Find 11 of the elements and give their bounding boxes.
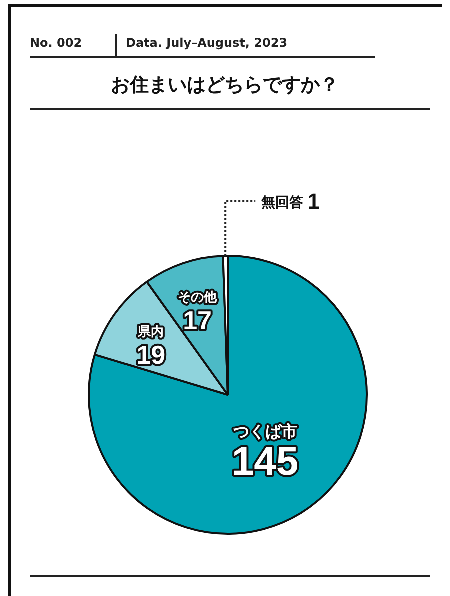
data-label: 19: [136, 340, 166, 370]
text: No. 002: [30, 36, 82, 50]
text: Data. July–August, 2023: [126, 36, 288, 50]
slice-label: その他: [178, 290, 218, 306]
chart-title: お住まいはどちらですか？: [110, 73, 340, 98]
slice-label: つくば市: [232, 422, 298, 442]
slice-label: 無回答: [260, 195, 304, 212]
data-label: 1: [308, 189, 320, 214]
slice-label: 県内: [137, 324, 164, 340]
data-label: 17: [183, 306, 212, 336]
data-label: 145: [232, 440, 299, 484]
